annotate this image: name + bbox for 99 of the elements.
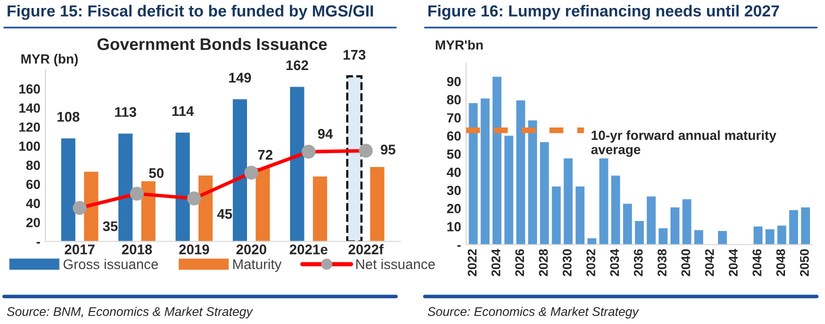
bar [611, 176, 620, 245]
data-label: 45 [217, 209, 232, 219]
x-tick-label: 2036 [634, 249, 643, 276]
data-label: 149 [229, 72, 251, 83]
bar [176, 132, 190, 242]
y-tick-label: 80 [447, 95, 461, 104]
bar [564, 158, 573, 245]
legend-label: Maturity [233, 258, 282, 272]
data-label: 50 [149, 168, 164, 178]
y-tick-label: - [457, 245, 461, 247]
bar [528, 120, 538, 245]
x-tick-label: 2026 [515, 249, 524, 276]
bar [290, 86, 304, 242]
bar [718, 231, 727, 245]
x-tick-label: 2028 [538, 249, 548, 276]
bar [623, 204, 632, 245]
bar [480, 98, 490, 245]
x-tick-label: 2030 [562, 249, 572, 276]
bar [141, 181, 156, 242]
bar [765, 229, 774, 245]
y-tick-label: 10 [447, 222, 461, 232]
bar [312, 176, 328, 242]
x-tick-label: 2019 [179, 244, 210, 254]
y-tick-label: 30 [446, 186, 461, 196]
x-tick-label: 2046 [752, 249, 762, 276]
y-tick-label: 100 [19, 142, 40, 151]
bar [61, 138, 76, 242]
bar [552, 186, 561, 245]
x-tick-label: 2032 [586, 249, 596, 276]
bar [754, 226, 762, 245]
y-tick-label: 60 [447, 131, 461, 141]
x-tick-label: 2022 [468, 249, 477, 276]
x-tick-label: 2022f [348, 244, 384, 254]
bar [492, 76, 502, 245]
x-tick-label: 2042 [705, 249, 714, 276]
x-tick-label: 2020 [236, 244, 266, 254]
bar [118, 134, 133, 242]
y-tick-label: 40 [26, 198, 40, 208]
bar [634, 221, 644, 245]
y-tick-label: 60 [26, 180, 40, 190]
bar [84, 172, 98, 242]
y-tick-label: 140 [19, 103, 40, 113]
bar [468, 103, 478, 245]
y-axis-title: MYR'bn [436, 40, 483, 50]
bar [694, 230, 704, 245]
y-tick-label: 160 [19, 84, 40, 94]
ref-line-label: 10-yr forward annual maturity average [591, 130, 776, 157]
bar [504, 136, 514, 245]
y-axis-title: MYR (bn) [21, 54, 78, 66]
x-tick-label: 2040 [681, 249, 690, 276]
y-tick-label: 120 [19, 122, 40, 132]
x-tick-label: 2048 [776, 249, 786, 276]
data-label: 113 [115, 107, 136, 117]
bar [646, 196, 656, 245]
bar [670, 207, 680, 245]
bar [198, 176, 213, 242]
data-label: 72 [258, 150, 272, 160]
data-label: 95 [380, 144, 396, 154]
bar [370, 166, 384, 242]
legend-label: Gross issuance [64, 258, 158, 270]
x-tick-label: 2044 [728, 248, 738, 276]
bar [516, 100, 526, 245]
data-label: 94 [318, 128, 333, 139]
y-tick-label: - [36, 242, 40, 244]
y-tick-label: 50 [446, 149, 461, 159]
bar [232, 99, 248, 242]
x-tick-label: 2024 [491, 248, 500, 276]
x-tick-label: 2050 [800, 249, 809, 276]
source-note: Source: BNM, Economics & Market Strategy [6, 306, 254, 318]
data-label: 108 [58, 112, 80, 122]
legend-label: Net issuance [356, 258, 435, 270]
bar [576, 186, 584, 245]
x-tick-label: 2017 [64, 244, 95, 254]
bar [540, 142, 549, 245]
chart-title: Figure 15: Fiscal deficit to be funded by MGS/GII [8, 4, 373, 20]
y-tick-label: 80 [26, 160, 40, 170]
bar [682, 199, 692, 245]
bar [658, 228, 668, 245]
y-tick-label: 20 [26, 218, 40, 228]
y-tick-label: 40 [446, 168, 461, 177]
bar [801, 207, 810, 245]
chart-subtitle: Government Bonds Issuance [97, 38, 327, 50]
bar [777, 226, 786, 245]
source-note: Source: Economics & Market Strategy [428, 306, 640, 318]
data-label: 114 [172, 106, 194, 116]
bar [256, 168, 270, 242]
y-tick-label: 90 [447, 76, 461, 86]
chart-title: Figure 16: Lumpy refinancing needs until 2027 [428, 4, 780, 20]
bar [599, 158, 608, 245]
y-tick-label: 70 [447, 113, 461, 123]
x-tick-label: 2034 [610, 248, 620, 276]
data-label: 162 [286, 60, 308, 70]
bar [789, 210, 798, 245]
x-tick-label: 2021e [290, 244, 328, 254]
y-tick-label: 20 [447, 204, 461, 214]
data-label: 35 [102, 221, 118, 232]
x-tick-label: 2018 [122, 244, 152, 254]
data-label: 173 [344, 50, 366, 60]
x-tick-label: 2038 [658, 249, 666, 276]
